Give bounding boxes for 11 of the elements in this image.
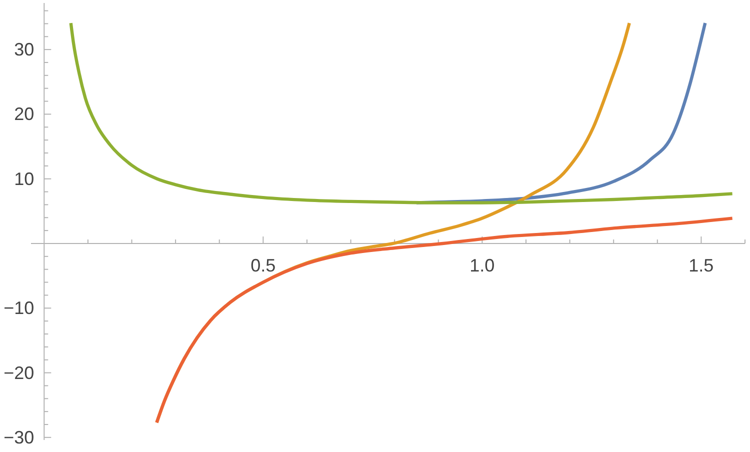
x-tick-label: 1.5 (688, 255, 714, 276)
y-tick-label: −20 (4, 362, 34, 383)
y-tick-label: −10 (4, 298, 34, 318)
y-tick-label: 10 (14, 168, 34, 189)
x-tick-label: 0.5 (250, 255, 276, 276)
line-series (69, 21, 734, 204)
y-tick-label: 30 (14, 40, 34, 60)
line-series (155, 216, 734, 424)
y-tick-label: 20 (14, 104, 34, 124)
y-tick-label: −30 (4, 427, 34, 448)
x-tick-label: 1.0 (470, 255, 495, 276)
